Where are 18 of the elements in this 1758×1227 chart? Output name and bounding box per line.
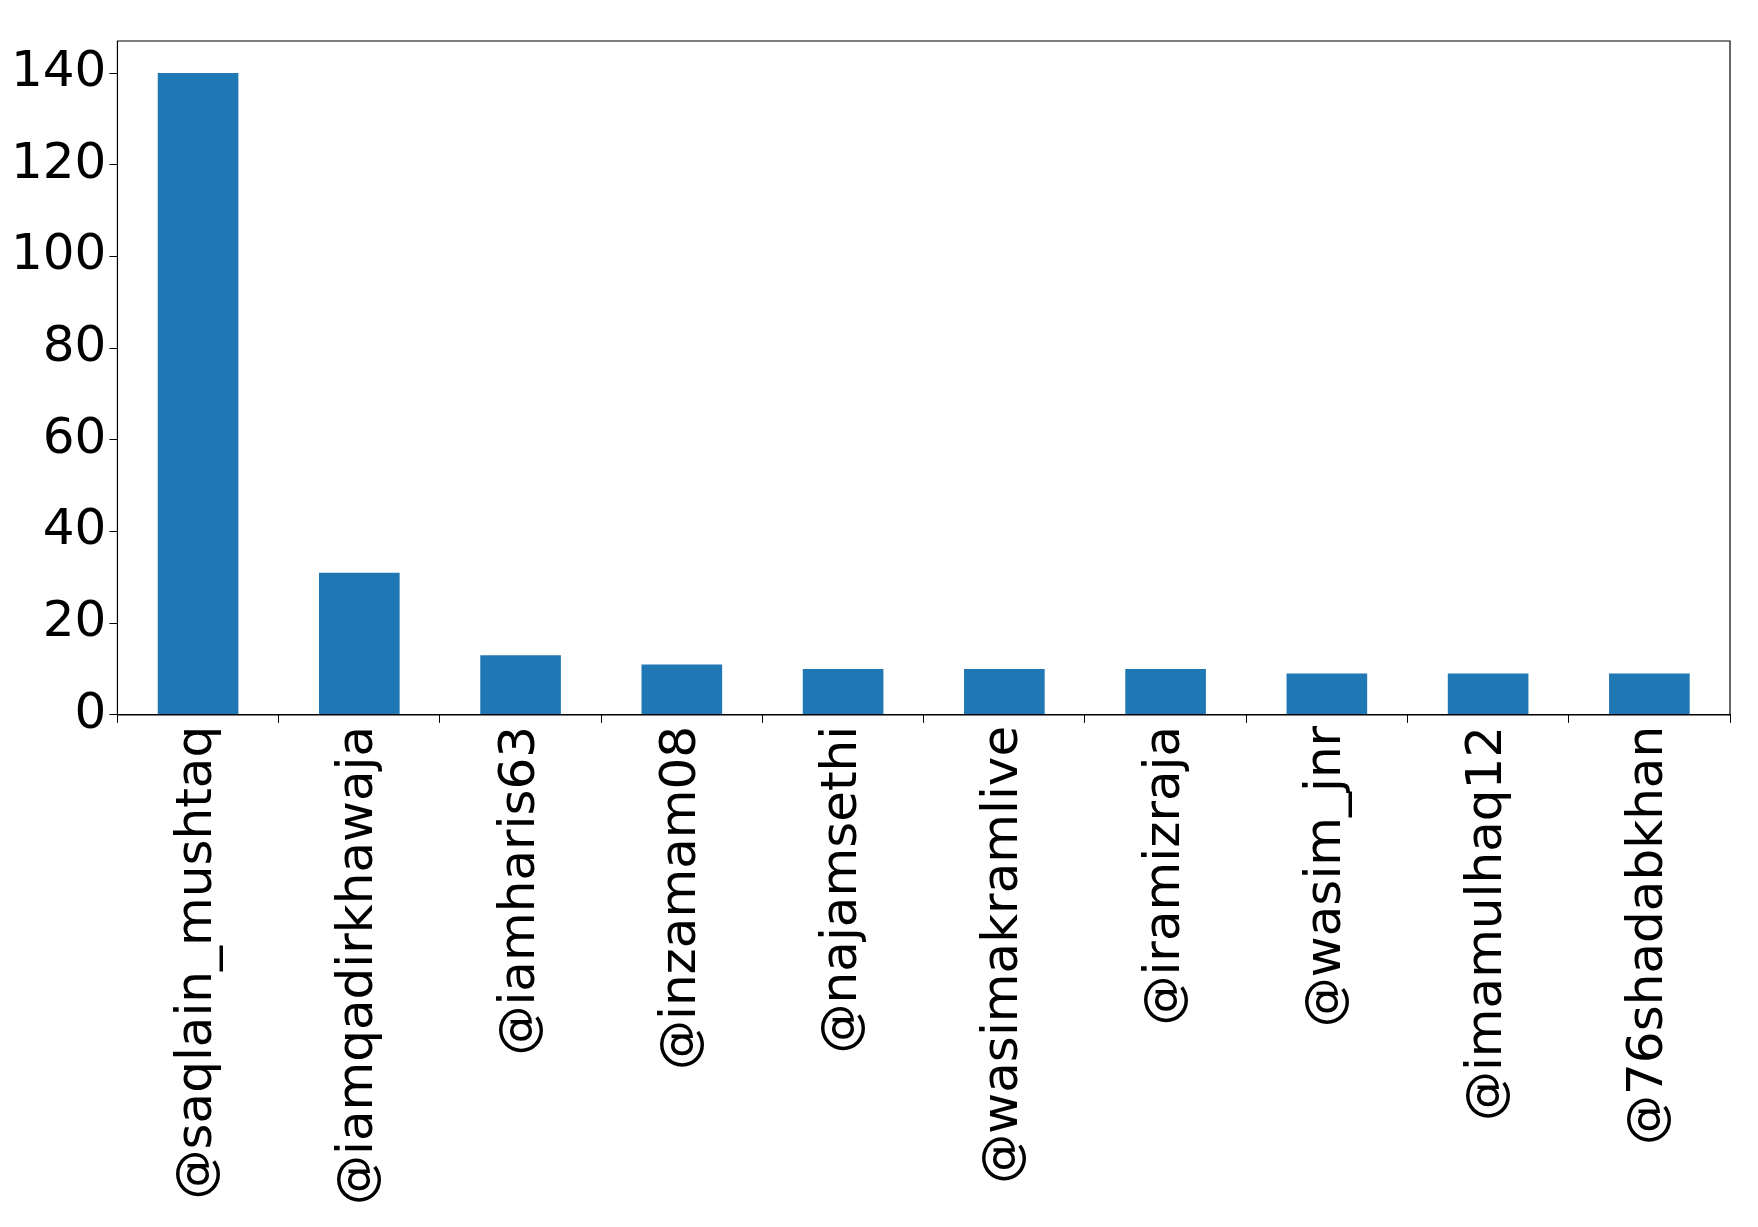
x-tick-label: @iamqadirkhawaja — [326, 725, 385, 1206]
x-tick-label: @wasim_jnr — [1293, 725, 1352, 1028]
y-tick-label: 60 — [42, 406, 107, 465]
y-tick-label: 40 — [42, 498, 107, 557]
y-tick-label: 120 — [11, 131, 107, 190]
x-tick-label: @inzamam08 — [648, 725, 707, 1070]
x-tick-label: @saqlain_mushtaq — [165, 725, 224, 1200]
x-tick-label: @iamharis63 — [487, 725, 546, 1056]
x-tick-label: @wasimakramlive — [971, 725, 1030, 1184]
x-tick-label: @iramizraja — [1132, 725, 1191, 1026]
y-tick-label: 140 — [11, 40, 107, 99]
y-tick-label: 0 — [74, 681, 107, 740]
y-tick-label: 20 — [42, 590, 107, 649]
x-tick-label: @76shadabkhan — [1616, 725, 1675, 1145]
y-tick-label: 80 — [42, 315, 107, 374]
x-tick-label: @imamulhaq12 — [1455, 725, 1514, 1122]
y-tick-label: 100 — [11, 223, 107, 282]
x-tick-label: @najamsethi — [810, 725, 869, 1054]
